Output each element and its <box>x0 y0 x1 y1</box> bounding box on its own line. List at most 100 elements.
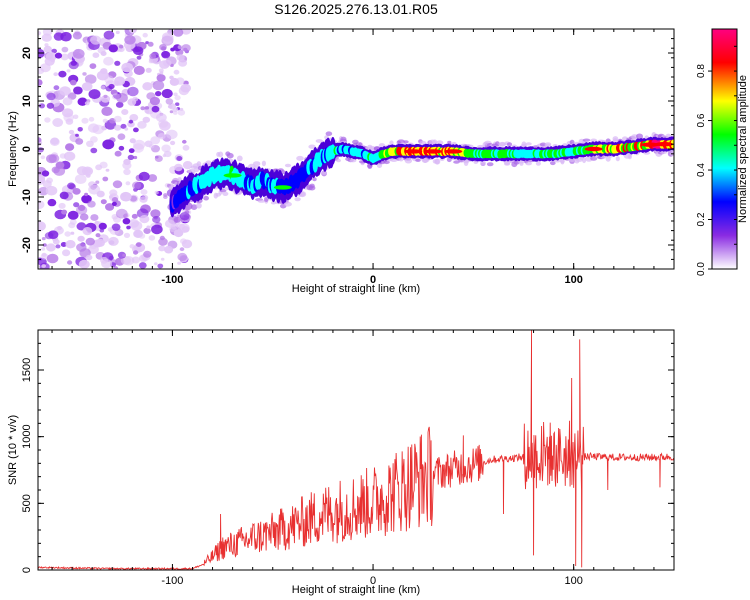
noise-speckle <box>94 220 100 225</box>
noise-speckle <box>47 198 57 207</box>
noise-speckle <box>138 262 147 269</box>
noise-speckle <box>144 140 153 148</box>
ridge-halo-speck <box>261 160 266 167</box>
snr-x-axis-label: Height of straight line (km) <box>292 584 420 596</box>
colorbar-label: Normalized spectral amplitude <box>737 75 749 223</box>
y-tick-label: 0 <box>21 567 33 573</box>
noise-speckle <box>156 74 166 82</box>
noise-speckle <box>177 261 182 265</box>
ridge-halo-speck <box>196 161 202 167</box>
noise-speckle <box>169 110 174 114</box>
noise-speckle <box>88 89 101 100</box>
noise-speckle <box>100 95 111 103</box>
noise-speckle <box>90 35 102 45</box>
noise-speckle <box>102 118 108 123</box>
noise-speckle <box>139 215 150 224</box>
snr-panel: -100 0 100 0 500 1000 1500 Height of straight… <box>7 329 675 596</box>
noise-speckle <box>98 222 107 230</box>
noise-speckle <box>100 199 107 205</box>
y-tick-label: -20 <box>21 237 33 253</box>
ridge-halo-speck <box>294 197 301 202</box>
noise-speckle <box>48 230 59 239</box>
spectrogram-x-axis-label: Height of straight line (km) <box>292 283 420 295</box>
ridge-halo-speck <box>486 162 494 167</box>
noise-speckle <box>70 79 77 86</box>
noise-speckle <box>96 70 109 81</box>
noise-speckle <box>42 29 53 36</box>
noise-speckle <box>176 223 186 231</box>
noise-speckle <box>43 45 52 53</box>
noise-speckle <box>139 196 148 203</box>
snr-series-line <box>38 330 674 570</box>
noise-speckle <box>123 232 131 238</box>
noise-speckle <box>53 32 64 41</box>
noise-speckle <box>99 228 105 233</box>
noise-speckle <box>88 184 101 195</box>
noise-speckle <box>145 109 150 114</box>
noise-speckle <box>72 48 85 59</box>
noise-speckle <box>59 153 67 159</box>
noise-speckle <box>135 242 142 248</box>
noise-speckle <box>81 82 93 91</box>
ridge-halo-speck <box>446 157 452 163</box>
noise-speckle <box>158 245 166 252</box>
noise-speckle <box>133 250 139 255</box>
noise-speckle <box>157 133 166 140</box>
noise-speckle <box>149 96 160 106</box>
noise-speckle <box>137 121 147 129</box>
noise-speckle <box>64 231 71 237</box>
noise-speckle <box>100 85 106 90</box>
noise-speckle <box>158 237 168 246</box>
noise-speckle <box>151 224 163 235</box>
noise-speckle <box>154 262 158 266</box>
snr-x-ticks: -100 0 100 <box>51 330 675 587</box>
noise-speckle <box>114 81 120 86</box>
colorbar-gradient <box>711 28 738 270</box>
noise-speckle <box>146 225 151 229</box>
noise-speckle <box>121 62 134 73</box>
noise-speckle <box>38 174 46 184</box>
noise-speckle <box>122 256 135 266</box>
ridge-halo-speck <box>203 195 210 201</box>
noise-speckle <box>66 69 71 73</box>
ridge-halo-speck <box>257 199 266 203</box>
ridge-halo-speck <box>309 183 315 189</box>
noise-speckle <box>51 48 57 54</box>
noise-speckle <box>148 59 154 64</box>
noise-speckle <box>182 139 187 144</box>
noise-speckle <box>132 181 142 190</box>
ridge-halo-speck <box>389 140 394 145</box>
ridge-halo-speck <box>495 141 500 147</box>
ridge-halo-speck <box>432 139 438 145</box>
noise-speckle <box>149 53 157 60</box>
noise-speckle <box>92 52 100 58</box>
noise-speckle <box>150 209 161 218</box>
noise-speckle <box>46 92 56 101</box>
noise-speckle <box>40 253 49 260</box>
noise-speckle <box>62 97 73 106</box>
ridge-halo-speck <box>336 158 341 163</box>
noise-speckle <box>170 140 176 146</box>
noise-speckle <box>111 201 117 206</box>
noise-speckle <box>173 69 180 75</box>
noise-speckle <box>70 231 75 235</box>
ridge-halo-speck <box>190 204 198 211</box>
noise-speckle <box>41 247 46 251</box>
y-tick-label: 10 <box>21 95 33 107</box>
spectrogram-plot-area <box>38 29 674 269</box>
noise-speckle <box>128 219 140 228</box>
noise-speckle <box>118 145 125 151</box>
noise-speckle <box>38 200 45 209</box>
ridge-halo-speck <box>499 141 506 147</box>
noise-speckle <box>102 176 109 182</box>
noise-speckle <box>179 107 184 111</box>
noise-speckle <box>118 44 124 49</box>
noise-speckle <box>156 113 167 123</box>
noise-speckle <box>114 124 122 131</box>
noise-speckle <box>111 223 121 231</box>
noise-speckle <box>75 133 79 137</box>
noise-speckle <box>53 85 60 91</box>
noise-speckle <box>150 136 161 145</box>
noise-speckle <box>87 200 96 208</box>
ridge-hotspot-group <box>223 142 673 190</box>
